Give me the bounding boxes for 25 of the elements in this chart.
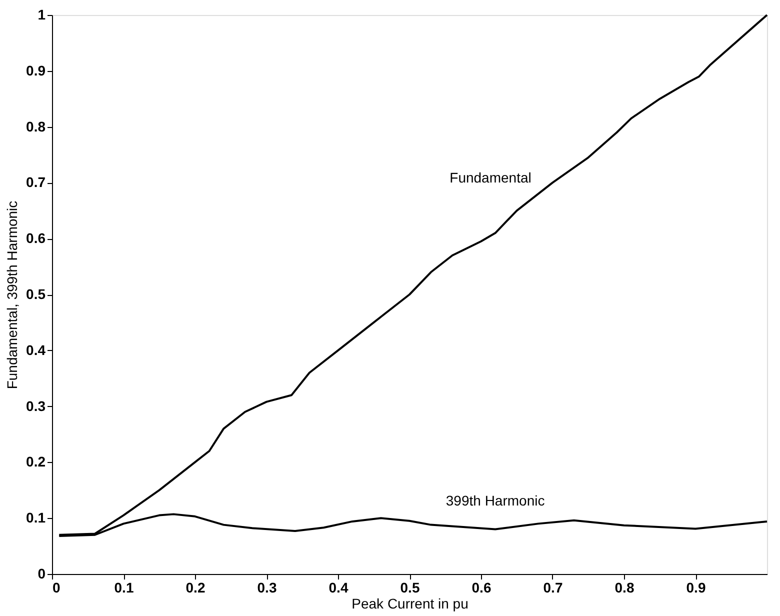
- y-tick-label: 0.4: [26, 342, 46, 358]
- y-tick-label: 0.1: [26, 510, 46, 526]
- x-tick-label: 0: [52, 580, 60, 596]
- x-tick-label: 0.9: [686, 580, 706, 596]
- x-axis-title: Peak Current in pu: [352, 596, 468, 612]
- y-tick-label: 0.3: [26, 398, 46, 414]
- x-tick-label: 0.4: [328, 580, 348, 596]
- y-tick-label: 0.5: [26, 286, 46, 302]
- y-tick-label: 0.8: [26, 118, 46, 134]
- y-tick-label: 0.6: [26, 230, 46, 246]
- x-tick-label: 0.3: [257, 580, 277, 596]
- x-tick-label: 0.8: [614, 580, 634, 596]
- x-tick-label: 0.2: [186, 580, 206, 596]
- y-tick-label: 0.7: [26, 174, 46, 190]
- x-tick-label: 0.6: [472, 580, 492, 596]
- y-tick-label: 0.9: [26, 62, 46, 78]
- x-tick-label: 0.1: [114, 580, 134, 596]
- y-tick-label: 0.2: [26, 454, 46, 470]
- y-tick-label: 1: [38, 6, 46, 22]
- series-label: 399th Harmonic: [446, 492, 545, 508]
- x-tick-label: 0.5: [400, 580, 420, 596]
- series-label: Fundamental: [450, 170, 532, 186]
- x-tick-label: 0.7: [543, 580, 563, 596]
- y-tick-label: 0: [38, 566, 46, 582]
- y-axis-title: Fundamental, 399th Harmonic: [4, 200, 20, 390]
